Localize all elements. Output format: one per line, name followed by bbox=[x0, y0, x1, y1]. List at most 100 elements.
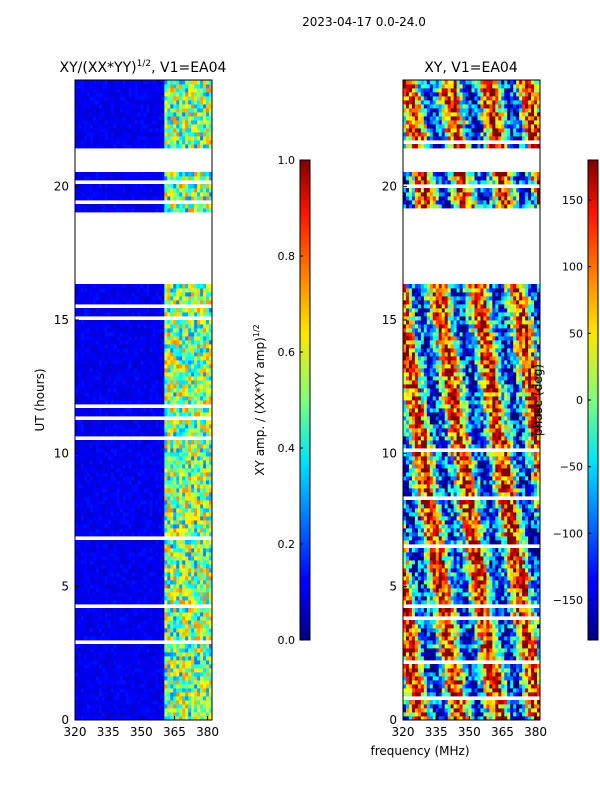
heatmap-cell bbox=[140, 208, 144, 213]
heatmap-cell bbox=[98, 328, 103, 333]
heatmap-cell bbox=[110, 560, 115, 565]
heatmap-cell bbox=[128, 708, 132, 713]
heatmap-cell bbox=[119, 712, 124, 717]
heatmap-cell bbox=[182, 572, 186, 577]
heatmap-cell bbox=[170, 684, 174, 689]
heatmap-cell bbox=[80, 636, 85, 641]
heatmap-cell bbox=[131, 380, 135, 385]
heatmap-cell bbox=[143, 196, 147, 201]
heatmap-cell bbox=[140, 612, 144, 617]
heatmap-cell bbox=[98, 432, 103, 437]
heatmap-cell bbox=[80, 196, 85, 201]
heatmap-cell bbox=[149, 708, 153, 713]
heatmap-cell bbox=[113, 716, 118, 720]
heatmap-cell bbox=[182, 548, 186, 553]
heatmap-cell bbox=[182, 612, 186, 617]
heatmap-cell bbox=[125, 676, 130, 681]
heatmap-cell bbox=[92, 300, 97, 305]
heatmap-cell bbox=[203, 712, 207, 717]
heatmap-cell bbox=[167, 648, 171, 653]
heatmap-cell bbox=[194, 584, 198, 589]
heatmap-cell bbox=[98, 532, 103, 537]
heatmap-cell bbox=[89, 340, 94, 345]
heatmap-cell bbox=[122, 192, 127, 197]
heatmap-cell bbox=[191, 700, 195, 705]
heatmap-cell bbox=[191, 340, 195, 345]
heatmap-cell bbox=[110, 700, 115, 705]
heatmap-cell bbox=[98, 468, 103, 473]
heatmap-cell bbox=[203, 512, 207, 517]
heatmap-cell bbox=[137, 424, 141, 429]
heatmap-cell bbox=[203, 204, 207, 209]
heatmap-cell bbox=[128, 492, 132, 497]
heatmap-cell bbox=[134, 620, 138, 625]
heatmap-cell bbox=[170, 188, 174, 193]
heatmap-cell bbox=[173, 376, 177, 381]
heatmap-cell bbox=[143, 656, 147, 661]
heatmap-cell bbox=[116, 528, 121, 533]
heatmap-cell bbox=[161, 292, 165, 297]
heatmap-cell bbox=[191, 620, 195, 625]
heatmap-cell bbox=[95, 596, 100, 601]
heatmap-cell bbox=[131, 356, 135, 361]
heatmap-cell bbox=[182, 288, 186, 293]
heatmap-cell bbox=[75, 204, 79, 209]
heatmap-cell bbox=[146, 420, 150, 425]
heatmap-cell bbox=[101, 356, 106, 361]
heatmap-cell bbox=[92, 368, 97, 373]
heatmap-cell bbox=[101, 192, 106, 197]
heatmap-cell bbox=[206, 504, 210, 509]
heatmap-cell bbox=[89, 588, 94, 593]
heatmap-cell bbox=[143, 708, 147, 713]
heatmap-cell bbox=[191, 600, 195, 605]
heatmap-cell bbox=[140, 616, 144, 621]
heatmap-cell bbox=[152, 668, 156, 673]
heatmap-cell bbox=[185, 548, 189, 553]
heatmap-cell bbox=[158, 292, 162, 297]
heatmap-cell bbox=[104, 472, 109, 477]
heatmap-cell bbox=[200, 588, 204, 593]
heatmap-cell bbox=[107, 172, 112, 177]
heatmap-cell bbox=[209, 656, 212, 661]
heatmap-cell bbox=[188, 636, 192, 641]
heatmap-cell bbox=[158, 384, 162, 389]
heatmap-cell bbox=[197, 360, 201, 365]
heatmap-cell bbox=[209, 352, 212, 357]
heatmap-cell bbox=[107, 460, 112, 465]
heatmap-cell bbox=[98, 628, 103, 633]
heatmap-cell bbox=[149, 548, 153, 553]
heatmap-cell bbox=[149, 464, 153, 469]
heatmap-cell bbox=[158, 372, 162, 377]
heatmap-cell bbox=[113, 312, 118, 317]
heatmap-cell bbox=[206, 408, 210, 413]
heatmap-cell bbox=[104, 208, 109, 213]
heatmap-cell bbox=[167, 488, 171, 493]
heatmap-cell bbox=[161, 568, 165, 573]
heatmap-cell bbox=[86, 312, 91, 317]
heatmap-cell bbox=[182, 420, 186, 425]
heatmap-cell bbox=[104, 348, 109, 353]
heatmap-cell bbox=[104, 548, 109, 553]
heatmap-cell bbox=[131, 428, 135, 433]
heatmap-cell bbox=[107, 432, 112, 437]
heatmap-cell bbox=[170, 196, 174, 201]
heatmap-cell bbox=[176, 664, 180, 669]
heatmap-cell bbox=[86, 448, 91, 453]
heatmap-cell bbox=[146, 376, 150, 381]
heatmap-cell bbox=[98, 412, 103, 417]
heatmap-cell bbox=[173, 292, 177, 297]
heatmap-cell bbox=[119, 516, 124, 521]
heatmap-cell bbox=[80, 412, 85, 417]
heatmap-cell bbox=[206, 488, 210, 493]
heatmap-cell bbox=[86, 348, 91, 353]
heatmap-cell bbox=[89, 624, 94, 629]
heatmap-cell bbox=[152, 460, 156, 465]
heatmap-cell bbox=[179, 296, 183, 301]
heatmap-cell bbox=[83, 464, 88, 469]
heatmap-cell bbox=[113, 592, 118, 597]
heatmap-cell bbox=[185, 384, 189, 389]
heatmap-cell bbox=[194, 524, 198, 529]
heatmap-cell bbox=[155, 428, 159, 433]
heatmap-cell bbox=[143, 472, 147, 477]
heatmap-cell bbox=[107, 196, 112, 201]
